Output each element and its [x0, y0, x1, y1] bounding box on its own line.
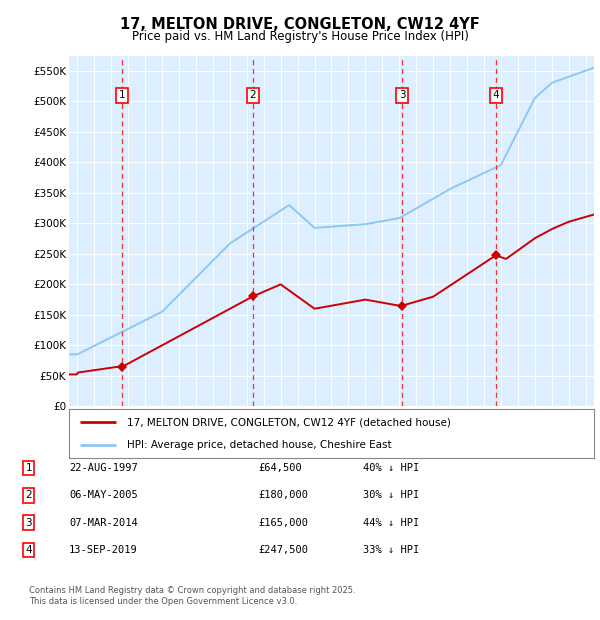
Text: Price paid vs. HM Land Registry's House Price Index (HPI): Price paid vs. HM Land Registry's House …: [131, 30, 469, 43]
Text: 22-AUG-1997: 22-AUG-1997: [69, 463, 138, 473]
Text: 17, MELTON DRIVE, CONGLETON, CW12 4YF: 17, MELTON DRIVE, CONGLETON, CW12 4YF: [120, 17, 480, 32]
Text: 2: 2: [250, 91, 256, 100]
Text: 07-MAR-2014: 07-MAR-2014: [69, 518, 138, 528]
Text: 4: 4: [493, 91, 499, 100]
Text: 06-MAY-2005: 06-MAY-2005: [69, 490, 138, 500]
Text: HPI: Average price, detached house, Cheshire East: HPI: Average price, detached house, Ches…: [127, 440, 391, 450]
Text: 17, MELTON DRIVE, CONGLETON, CW12 4YF (detached house): 17, MELTON DRIVE, CONGLETON, CW12 4YF (d…: [127, 417, 451, 427]
Text: 1: 1: [119, 91, 125, 100]
Text: £180,000: £180,000: [258, 490, 308, 500]
Text: £247,500: £247,500: [258, 545, 308, 555]
Text: 3: 3: [25, 518, 32, 528]
Text: £165,000: £165,000: [258, 518, 308, 528]
Text: Contains HM Land Registry data © Crown copyright and database right 2025.: Contains HM Land Registry data © Crown c…: [29, 586, 355, 595]
Text: £64,500: £64,500: [258, 463, 302, 473]
Text: 40% ↓ HPI: 40% ↓ HPI: [363, 463, 419, 473]
Text: 13-SEP-2019: 13-SEP-2019: [69, 545, 138, 555]
Text: 33% ↓ HPI: 33% ↓ HPI: [363, 545, 419, 555]
Text: 2: 2: [25, 490, 32, 500]
Text: 30% ↓ HPI: 30% ↓ HPI: [363, 490, 419, 500]
Text: 3: 3: [399, 91, 406, 100]
Text: 4: 4: [25, 545, 32, 555]
Text: This data is licensed under the Open Government Licence v3.0.: This data is licensed under the Open Gov…: [29, 597, 297, 606]
Text: 1: 1: [25, 463, 32, 473]
Text: 44% ↓ HPI: 44% ↓ HPI: [363, 518, 419, 528]
